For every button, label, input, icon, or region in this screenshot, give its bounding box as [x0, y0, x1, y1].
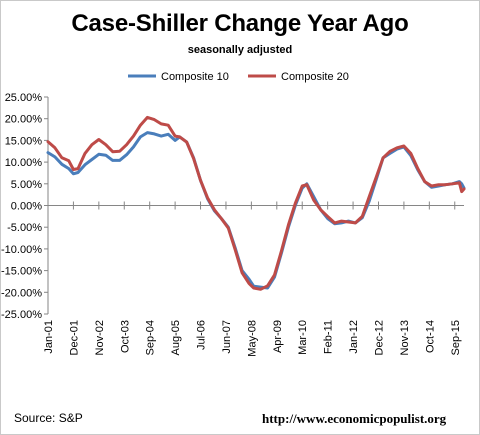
chart-title: Case-Shiller Change Year Ago: [71, 10, 409, 37]
y-tick-label: 20.00%: [5, 114, 43, 126]
chart-subtitle: seasonally adjusted: [187, 44, 293, 56]
x-tick-label: Jan-01: [43, 320, 55, 354]
x-tick-label: May-08: [246, 320, 258, 357]
x-tick-label: Nov-13: [399, 320, 411, 355]
x-tick-label: Jun-07: [221, 320, 233, 354]
x-tick-label: Oct-14: [424, 320, 436, 353]
x-tick-label: Oct-03: [119, 320, 131, 353]
y-tick-label: -5.00%: [7, 222, 42, 234]
legend-label-composite10: Composite 10: [161, 71, 229, 83]
y-tick-label: -25.00%: [1, 309, 42, 321]
y-tick-label: 5.00%: [11, 179, 42, 191]
x-tick-label: Apr-09: [272, 320, 284, 353]
y-tick-label: -20.00%: [1, 287, 42, 299]
x-tick-label: Aug-05: [170, 320, 182, 355]
source-note: Source: S&P: [14, 411, 83, 425]
x-tick-label: Mar-10: [297, 320, 309, 355]
x-tick-label: Dec-01: [68, 320, 80, 355]
x-tick-label: Sep-04: [145, 320, 157, 355]
source-url: http://www.economicpopulist.org: [262, 411, 447, 426]
x-tick-label: Dec-12: [373, 320, 385, 355]
y-tick-label: 25.00%: [5, 92, 43, 104]
y-tick-label: 0.00%: [11, 201, 42, 213]
x-tick-label: Jan-12: [348, 320, 360, 354]
y-tick-label: -10.00%: [1, 244, 42, 256]
series-line-composite20: [46, 115, 466, 291]
series-line-composite10: [46, 131, 466, 290]
y-tick-label: 10.00%: [5, 157, 43, 169]
x-tick-label: Jul-06: [196, 320, 208, 350]
y-tick-label: -15.00%: [1, 266, 42, 278]
x-tick-label: Sep-15: [450, 320, 462, 355]
x-tick-label: Feb-11: [323, 320, 335, 354]
legend-label-composite20: Composite 20: [281, 71, 349, 83]
y-tick-label: 15.00%: [5, 135, 43, 147]
x-tick-label: Nov-02: [94, 320, 106, 355]
